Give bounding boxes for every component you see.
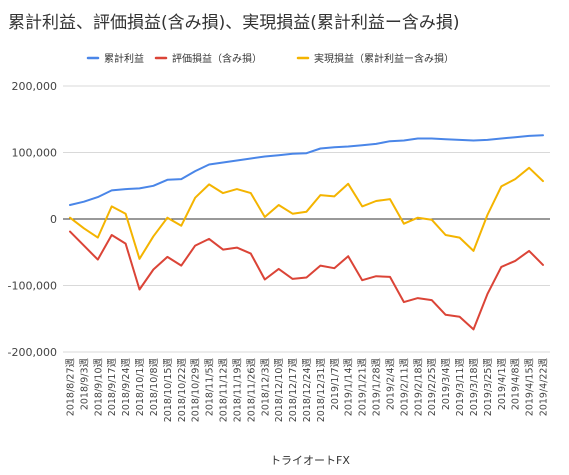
x-tick-label: 2019/4/8週 [510, 358, 522, 411]
x-tick-label: 2018/11/12週 [218, 358, 230, 423]
x-tick-label: 2018/9/10週 [92, 358, 104, 417]
x-tick-label: 2018/12/3週 [259, 358, 271, 417]
x-tick-label: 2018/11/26週 [245, 358, 257, 423]
legend: 累計利益 評価損益（含み損） 実現損益（累計利益ー含み損） [86, 52, 454, 65]
y-axis-ticks: 200,000 100,000 0 -100,000 -200,000 [8, 80, 57, 359]
y-tick-label: -100,000 [8, 280, 57, 293]
x-tick-label: 2019/4/15週 [524, 358, 536, 417]
x-tick-label: 2019/3/25週 [482, 358, 494, 417]
series-line-2 [69, 230, 544, 331]
gridlines [63, 85, 550, 353]
x-tick-label: 2018/9/24週 [120, 358, 132, 417]
legend-label-3: 実現損益（累計利益ー含み損） [314, 52, 454, 65]
x-tick-label: 2018/12/10週 [273, 358, 285, 423]
x-tick-label: 2018/11/5週 [204, 358, 216, 417]
x-tick-label: 2019/3/18週 [468, 358, 480, 417]
x-tick-label: 2019/4/22週 [538, 358, 550, 417]
x-axis-label: トライオートFX [270, 454, 350, 467]
x-tick-label: 2018/12/17週 [287, 358, 299, 423]
x-tick-label: 2019/1/28週 [371, 358, 383, 417]
x-tick-label: 2019/2/11週 [398, 358, 410, 417]
x-tick-label: 2018/12/24週 [301, 358, 313, 423]
x-tick-label: 2019/1/21週 [357, 358, 369, 417]
chart-title: 累計利益、評価損益(含み損)、実現損益(累計利益ー含み損) [8, 13, 460, 33]
legend-label-1: 累計利益 [104, 52, 144, 65]
x-tick-label: 2019/2/18週 [412, 358, 424, 417]
x-tick-label: 2018/10/22週 [176, 358, 188, 423]
x-tick-label: 2019/2/4週 [384, 358, 396, 411]
y-tick-label: -200,000 [8, 346, 57, 359]
x-axis-ticks: 2018/8/27週 2018/9/3週 2018/9/10週 2018/9/17週 2… [64, 358, 549, 423]
x-tick-label: 2019/3/4週 [440, 358, 452, 411]
y-tick-label: 200,000 [12, 80, 58, 93]
x-tick-label: 2018/10/29週 [190, 358, 202, 423]
legend-label-2: 評価損益（含み損） [172, 52, 262, 65]
x-tick-label: 2018/9/17週 [106, 358, 118, 417]
series-line-1 [69, 134, 544, 206]
x-tick-label: 2019/1/14週 [343, 358, 355, 417]
x-tick-label: 2018/9/3週 [78, 358, 90, 411]
series-line-3 [69, 166, 544, 260]
x-tick-label: 2018/10/8週 [148, 358, 160, 417]
x-tick-label: 2019/3/11週 [454, 358, 466, 417]
x-tick-label: 2019/4/1週 [496, 358, 508, 411]
x-tick-label: 2018/12/31週 [315, 358, 327, 423]
y-tick-label: 0 [50, 213, 57, 226]
x-tick-label: 2019/1/7週 [329, 358, 341, 411]
x-tick-label: 2018/10/15週 [162, 358, 174, 423]
x-tick-label: 2019/2/25週 [426, 358, 438, 417]
x-tick-label: 2018/10/1週 [134, 358, 146, 417]
series-lines [69, 134, 544, 331]
x-tick-label: 2018/11/19週 [231, 358, 243, 423]
y-tick-label: 100,000 [12, 147, 58, 160]
x-tick-label: 2018/8/27週 [64, 358, 76, 417]
